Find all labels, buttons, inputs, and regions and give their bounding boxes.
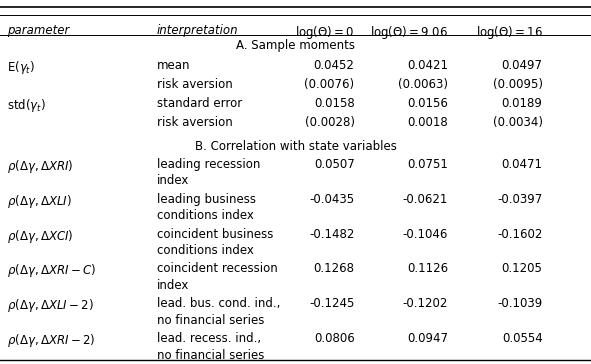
Text: -0.1039: -0.1039: [497, 297, 543, 310]
Text: -0.0397: -0.0397: [497, 193, 543, 206]
Text: 0.1268: 0.1268: [314, 262, 355, 276]
Text: (0.0095): (0.0095): [492, 78, 543, 91]
Text: 0.1126: 0.1126: [407, 262, 448, 276]
Text: leading business: leading business: [157, 193, 256, 206]
Text: (0.0034): (0.0034): [492, 116, 543, 130]
Text: index: index: [157, 174, 189, 187]
Text: 0.0158: 0.0158: [314, 97, 355, 110]
Text: 0.0806: 0.0806: [314, 332, 355, 345]
Text: -0.0435: -0.0435: [310, 193, 355, 206]
Text: -0.1046: -0.1046: [402, 228, 448, 241]
Text: conditions index: conditions index: [157, 244, 254, 257]
Text: interpretation: interpretation: [157, 24, 238, 37]
Text: conditions index: conditions index: [157, 209, 254, 222]
Text: mean: mean: [157, 59, 190, 72]
Text: $\rho(\Delta\gamma, \Delta XCI)$: $\rho(\Delta\gamma, \Delta XCI)$: [7, 228, 73, 245]
Text: $\rho(\Delta\gamma, \Delta XLI - 2)$: $\rho(\Delta\gamma, \Delta XLI - 2)$: [7, 297, 94, 314]
Text: 0.0507: 0.0507: [314, 158, 355, 171]
Text: $\rho(\Delta\gamma, \Delta XRI)$: $\rho(\Delta\gamma, \Delta XRI)$: [7, 158, 73, 175]
Text: lead. recess. ind.,: lead. recess. ind.,: [157, 332, 261, 345]
Text: 0.1205: 0.1205: [502, 262, 543, 276]
Text: $\rho(\Delta\gamma, \Delta XLI)$: $\rho(\Delta\gamma, \Delta XLI)$: [7, 193, 72, 210]
Text: leading recession: leading recession: [157, 158, 260, 171]
Text: risk aversion: risk aversion: [157, 78, 232, 91]
Text: $\log(\Theta)=9.06$: $\log(\Theta)=9.06$: [370, 24, 448, 41]
Text: 0.0421: 0.0421: [407, 59, 448, 72]
Text: standard error: standard error: [157, 97, 242, 110]
Text: 0.0497: 0.0497: [502, 59, 543, 72]
Text: 0.0452: 0.0452: [314, 59, 355, 72]
Text: $\mathrm{std}(\gamma_t)$: $\mathrm{std}(\gamma_t)$: [7, 97, 46, 114]
Text: -0.1245: -0.1245: [309, 297, 355, 310]
Text: $\rho(\Delta\gamma, \Delta XRI - 2)$: $\rho(\Delta\gamma, \Delta XRI - 2)$: [7, 332, 95, 349]
Text: lead. bus. cond. ind.,: lead. bus. cond. ind.,: [157, 297, 280, 310]
Text: $\log(\Theta)=0$: $\log(\Theta)=0$: [296, 24, 355, 41]
Text: 0.0471: 0.0471: [502, 158, 543, 171]
Text: (0.0063): (0.0063): [398, 78, 448, 91]
Text: 0.0018: 0.0018: [407, 116, 448, 130]
Text: no financial series: no financial series: [157, 349, 264, 362]
Text: -0.0621: -0.0621: [402, 193, 448, 206]
Text: -0.1602: -0.1602: [497, 228, 543, 241]
Text: index: index: [157, 279, 189, 292]
Text: 0.0189: 0.0189: [502, 97, 543, 110]
Text: $\rho(\Delta\gamma, \Delta XRI - C)$: $\rho(\Delta\gamma, \Delta XRI - C)$: [7, 262, 96, 280]
Text: 0.0751: 0.0751: [407, 158, 448, 171]
Text: B. Correlation with state variables: B. Correlation with state variables: [194, 140, 397, 153]
Text: no financial series: no financial series: [157, 314, 264, 327]
Text: $\log(\Theta)=16$: $\log(\Theta)=16$: [476, 24, 543, 41]
Text: risk aversion: risk aversion: [157, 116, 232, 130]
Text: (0.0076): (0.0076): [304, 78, 355, 91]
Text: 0.0156: 0.0156: [407, 97, 448, 110]
Text: A. Sample moments: A. Sample moments: [236, 39, 355, 52]
Text: coincident business: coincident business: [157, 228, 273, 241]
Text: parameter: parameter: [7, 24, 70, 37]
Text: 0.0947: 0.0947: [407, 332, 448, 345]
Text: -0.1202: -0.1202: [402, 297, 448, 310]
Text: -0.1482: -0.1482: [309, 228, 355, 241]
Text: (0.0028): (0.0028): [304, 116, 355, 130]
Text: coincident recession: coincident recession: [157, 262, 277, 276]
Text: $\mathrm{E}(\gamma_t)$: $\mathrm{E}(\gamma_t)$: [7, 59, 35, 76]
Text: 0.0554: 0.0554: [502, 332, 543, 345]
